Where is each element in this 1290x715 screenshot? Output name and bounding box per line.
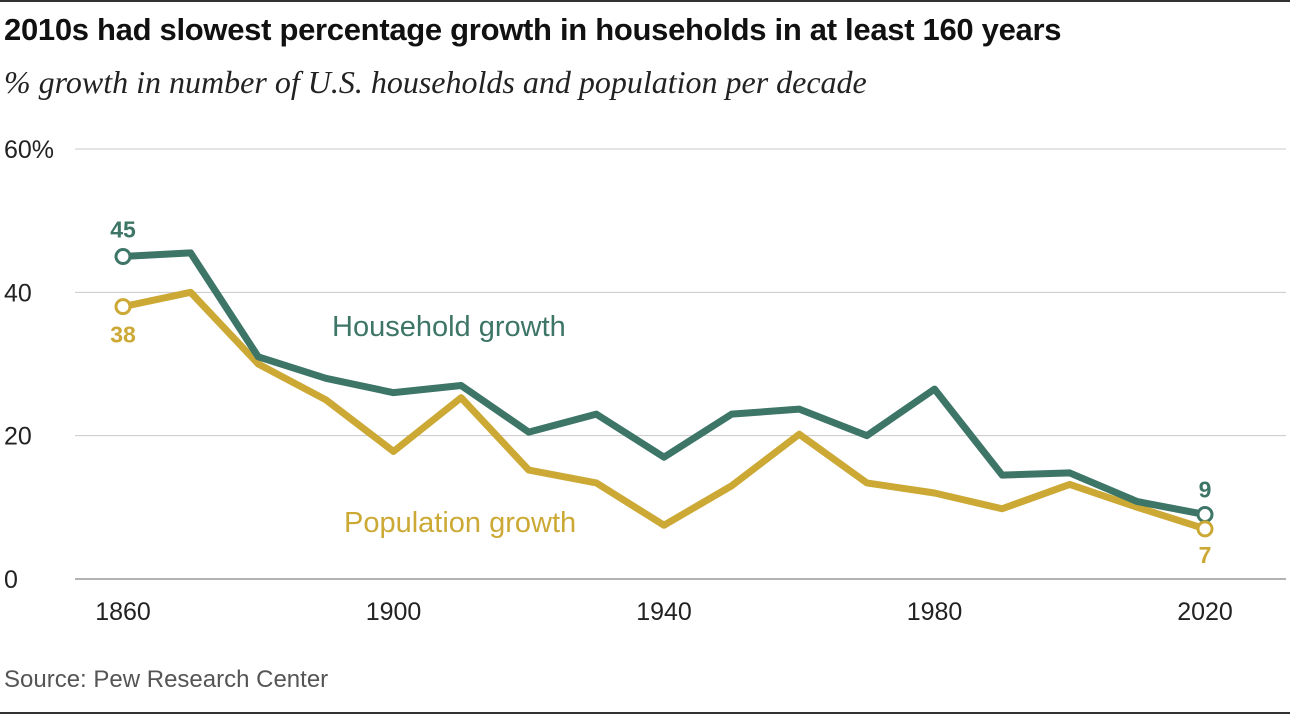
series-lines: [114, 248, 1214, 538]
gridlines: [75, 148, 1286, 580]
endpoint-marker-household: [114, 248, 132, 265]
x-axis-ticks: 1860 1900 1940 1980 2020: [95, 598, 1233, 626]
data-label-population-end: 7: [1199, 542, 1212, 568]
endpoint-marker-population: [114, 298, 132, 316]
data-label-household-end: 9: [1199, 477, 1212, 503]
y-tick-label: 0: [4, 566, 18, 594]
x-tick-label: 1900: [366, 598, 422, 626]
endpoint-marker-population: [1196, 520, 1214, 538]
x-tick-label: 1860: [95, 598, 151, 626]
x-tick-label: 1940: [636, 598, 692, 626]
endpoint-marker-household: [1196, 506, 1214, 523]
series-line-household: [119, 249, 1209, 518]
data-label-population-start: 38: [110, 322, 136, 348]
y-axis-ticks: 0 20 40 60%: [4, 136, 54, 594]
series-label-population: Population growth: [344, 507, 576, 539]
series-line-population: [119, 288, 1209, 533]
y-tick-label: 20: [4, 423, 32, 451]
series-labels: Household growth Population growth 45 9 38 7: [110, 217, 1211, 568]
x-tick-label: 2020: [1177, 598, 1233, 626]
chart-title: 2010s had slowest percentage growth in h…: [4, 12, 1062, 47]
chart-subtitle: % growth in number of U.S. households an…: [4, 64, 867, 100]
y-tick-label: 40: [4, 279, 32, 307]
bottom-rule: [0, 712, 1290, 714]
series-label-household: Household growth: [332, 311, 566, 343]
source-note: Source: Pew Research Center: [4, 666, 329, 693]
top-rule: [0, 0, 1290, 2]
line-chart: 0 20 40 60% 1860 1900 1940 1980 2020 Household …: [4, 136, 1286, 626]
y-tick-label: 60%: [4, 136, 54, 164]
data-label-household-start: 45: [110, 217, 136, 243]
x-tick-label: 1980: [907, 598, 963, 626]
